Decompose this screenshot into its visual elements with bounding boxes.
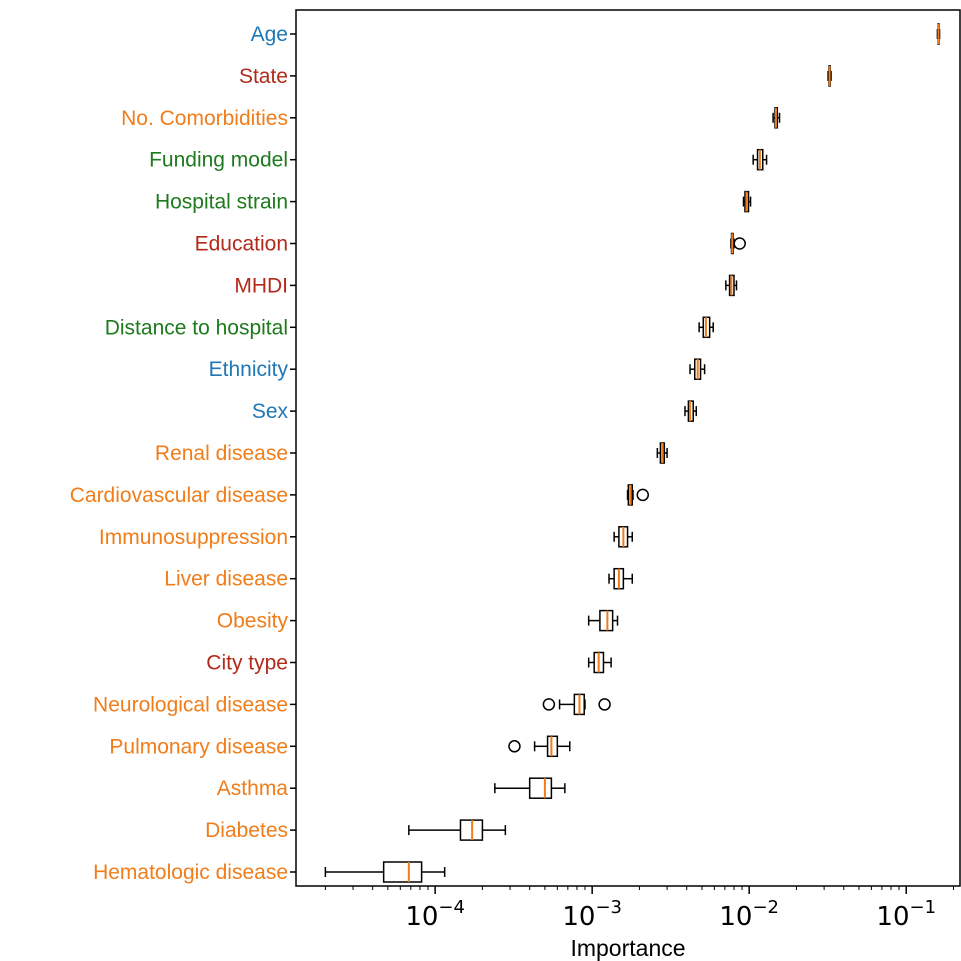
y-label: Renal disease	[155, 442, 288, 465]
box-no-comorbidities	[772, 107, 781, 129]
x-tick-label: 10−4	[405, 897, 465, 932]
box-hematologic-disease	[324, 861, 446, 883]
box-immunosuppression	[613, 526, 634, 548]
box-pulmonary-disease	[508, 735, 571, 758]
y-label: Education	[195, 233, 288, 256]
y-label: State	[239, 65, 288, 88]
box-asthma	[494, 777, 566, 799]
box-age	[936, 23, 941, 45]
y-label: Pulmonary disease	[109, 735, 288, 758]
box-renal-disease	[656, 442, 668, 464]
x-axis-title: Importance	[570, 935, 685, 961]
box-sex	[684, 400, 697, 422]
y-label: No. Comorbidities	[121, 107, 288, 130]
box-cardiovascular-disease	[626, 484, 650, 506]
y-label: Obesity	[217, 610, 289, 633]
chart-marks	[324, 23, 941, 883]
box-neurological-disease	[542, 693, 611, 716]
iqr-box	[546, 735, 559, 758]
outlier-point	[508, 740, 521, 753]
outlier-point	[598, 698, 611, 711]
box-obesity	[587, 609, 619, 632]
y-label: Hematologic disease	[93, 861, 288, 884]
y-label: Hospital strain	[155, 191, 288, 214]
x-tick-label: 10−2	[719, 897, 779, 932]
plot-frame	[295, 9, 961, 887]
y-label: City type	[206, 652, 288, 675]
box-education	[730, 232, 746, 255]
outlier-point	[542, 698, 556, 711]
y-label: Cardiovascular disease	[70, 484, 288, 507]
box-funding-model	[752, 148, 768, 171]
y-label: Sex	[252, 400, 289, 423]
box-mhdi	[725, 274, 738, 297]
y-label: Neurological disease	[93, 693, 288, 716]
y-label: Immunosuppression	[99, 526, 288, 549]
y-axis-labels: Age State No. Comorbidities Funding model Ho…	[70, 23, 296, 884]
box-distance-to-hospital	[698, 316, 714, 339]
iqr-box	[599, 609, 614, 632]
outlier-point	[733, 237, 746, 250]
box-state	[827, 65, 832, 87]
y-label: MHDI	[234, 274, 288, 297]
box-ethnicity	[689, 358, 706, 380]
y-label: Funding model	[149, 149, 288, 172]
y-label: Age	[251, 23, 288, 46]
x-tick-label: 10−1	[876, 897, 936, 932]
x-tick-label: 10−3	[562, 897, 622, 932]
box-liver-disease	[608, 567, 634, 590]
y-label: Liver disease	[164, 568, 288, 591]
x-axis: 10−4 10−3 10−2 10−1	[324, 886, 955, 932]
y-label: Diabetes	[205, 819, 288, 842]
box-diabetes	[408, 819, 507, 841]
y-label: Asthma	[217, 777, 289, 800]
iqr-box	[382, 861, 423, 883]
outlier-point	[636, 488, 650, 502]
iqr-box	[528, 777, 553, 799]
box-city-type	[587, 651, 612, 674]
y-label: Ethnicity	[209, 358, 289, 381]
box-hospital-strain	[742, 190, 752, 213]
y-label: Distance to hospital	[105, 316, 288, 339]
